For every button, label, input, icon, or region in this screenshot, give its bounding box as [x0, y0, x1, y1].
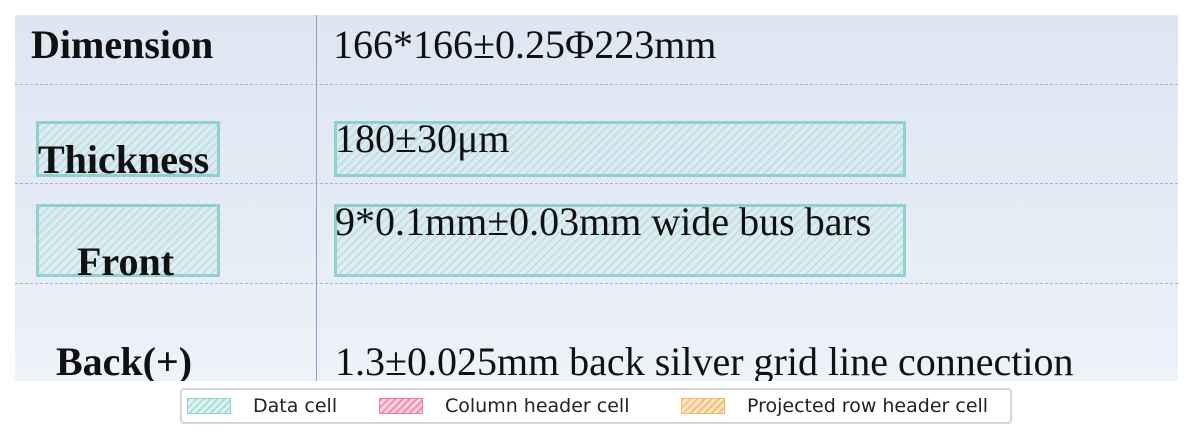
row-header-thickness: Thickness: [38, 137, 210, 182]
row-separator: [15, 183, 1178, 184]
data-cell-highlight: [334, 204, 906, 277]
column-header-swatch: [379, 398, 423, 414]
data-cell-swatch: [187, 398, 231, 414]
legend-label: Data cell: [253, 395, 338, 417]
row-header-front: Front: [77, 239, 175, 284]
legend-label: Projected row header cell: [747, 395, 989, 417]
data-cell-highlight: [36, 204, 220, 277]
row-header-dimension: Dimension: [31, 22, 214, 67]
data-cell-highlight: [36, 121, 220, 177]
row-header-back: Back(+): [56, 339, 193, 382]
spec-table: Dimension 166*166±0.25Φ223mm Thickness 1…: [15, 15, 1178, 381]
column-divider: [316, 15, 317, 381]
value-thickness: 180±30μm: [335, 116, 510, 161]
row-separator: [15, 84, 1178, 85]
projected-row-header-swatch: [681, 398, 725, 414]
data-cell-highlight: [334, 121, 906, 177]
value-front: 9*0.1mm±0.03mm wide bus bars: [335, 199, 872, 244]
legend-label: Column header cell: [445, 395, 630, 417]
legend: Data cell Column header cell Projected r…: [180, 388, 1012, 424]
value-back: 1.3±0.025mm back silver grid line connec…: [335, 339, 1074, 382]
row-separator: [15, 283, 1178, 284]
value-dimension: 166*166±0.25Φ223mm: [333, 22, 717, 67]
